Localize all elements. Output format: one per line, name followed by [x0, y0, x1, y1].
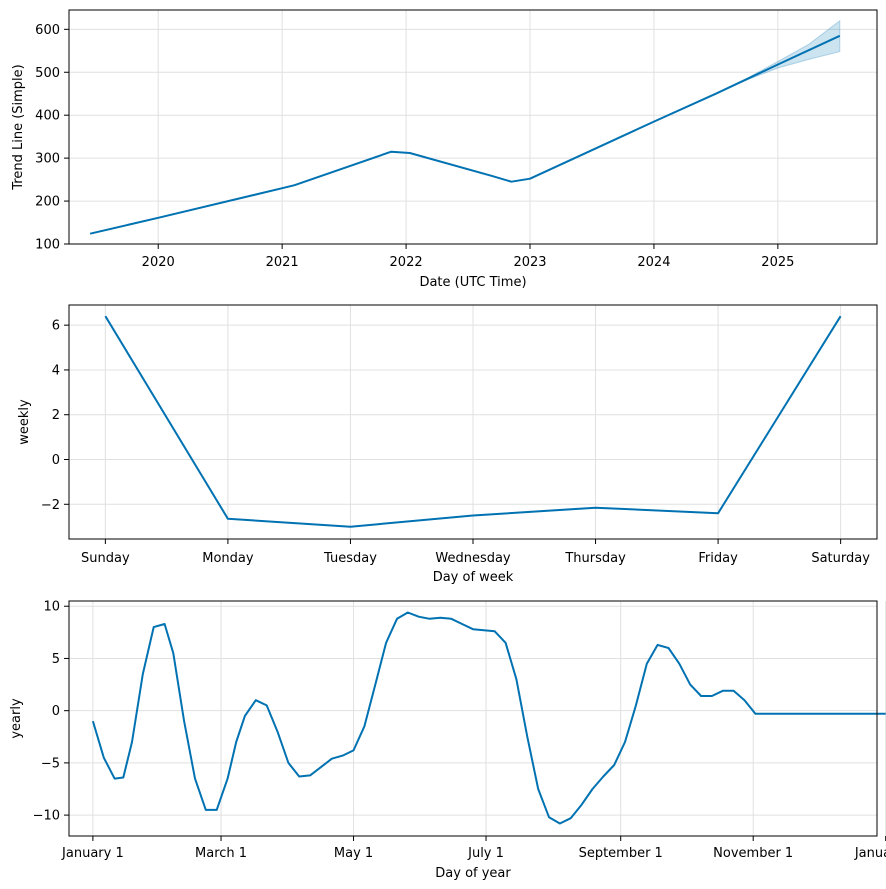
x-tick-label: Thursday	[564, 551, 626, 566]
y-tick-label: 300	[35, 152, 60, 167]
y-axis-label: Trend Line (Simple)	[11, 64, 26, 190]
series-line	[104, 315, 842, 528]
x-tick-label: Sunday	[81, 551, 130, 566]
y-tick-label: 6	[52, 319, 60, 334]
plot-frame	[68, 304, 878, 540]
chart-panel-1: 2020 2021 2022 2023 2024 2025 100 200 300 400 500 6…	[11, 9, 878, 290]
chart-panel-3: January 1 March 1 May 1 July 1 September 1 No…	[9, 600, 886, 881]
x-tick-label: July 1	[467, 846, 504, 861]
y-tick-label: 10	[43, 600, 60, 615]
x-tick-label: May 1	[334, 846, 373, 861]
plot-frame	[68, 9, 878, 245]
y-tick-label: 2	[52, 408, 60, 423]
x-tick-label: 2020	[142, 255, 175, 270]
y-tick-label: −2	[41, 498, 60, 513]
y-tick-label: 200	[35, 195, 60, 210]
y-tick-label: −10	[33, 809, 60, 824]
y-axis-label: yearly	[9, 698, 24, 739]
x-tick-label: September 1	[579, 846, 663, 861]
x-tick-label: Wednesday	[435, 551, 511, 566]
x-tick-label: Tuesday	[323, 551, 377, 566]
x-tick-label: 2024	[637, 255, 670, 270]
y-tick-label: 400	[35, 109, 60, 124]
x-axis-label: Day of week	[433, 570, 514, 585]
y-tick-label: 0	[52, 704, 60, 719]
x-axis-label: Date (UTC Time)	[419, 275, 526, 290]
x-tick-label: March 1	[195, 846, 247, 861]
x-tick-label: Monday	[202, 551, 254, 566]
x-tick-label: January 1	[854, 846, 886, 861]
x-tick-label: 2023	[513, 255, 546, 270]
x-tick-label: November 1	[713, 846, 793, 861]
x-axis-label: Day of year	[435, 866, 511, 881]
y-tick-label: 0	[52, 453, 60, 468]
y-tick-label: −5	[41, 756, 60, 771]
y-tick-label: 100	[35, 238, 60, 253]
y-axis-label: weekly	[17, 399, 32, 445]
x-tick-label: Friday	[698, 551, 738, 566]
plot-frame	[68, 600, 878, 837]
series-line	[89, 34, 841, 235]
y-tick-label: 600	[35, 23, 60, 38]
x-tick-label: 2022	[390, 255, 423, 270]
y-tick-label: 5	[52, 652, 60, 667]
y-tick-label: 4	[52, 363, 60, 378]
x-tick-label: 2021	[266, 255, 299, 270]
x-tick-label: 2025	[761, 255, 794, 270]
chart-panel-2: Sunday Monday Tuesday Wednesday Thursday Frid…	[17, 304, 878, 585]
series-line	[91, 611, 886, 825]
x-tick-label: January 1	[61, 846, 124, 861]
y-tick-label: 500	[35, 66, 60, 81]
x-tick-label: Saturday	[811, 551, 870, 566]
